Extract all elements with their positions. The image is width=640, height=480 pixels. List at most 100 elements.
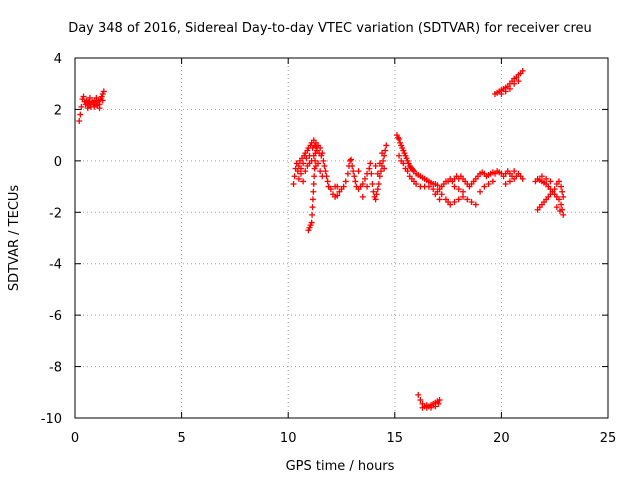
y-tick-label: -8 (49, 361, 62, 376)
data-point (543, 175, 550, 182)
data-point (364, 183, 371, 190)
data-point (447, 201, 454, 208)
data-point (559, 188, 566, 195)
y-tick-label: 2 (54, 103, 62, 118)
data-point (396, 136, 403, 142)
data-point (367, 160, 374, 167)
data-point (319, 150, 326, 157)
data-point (77, 111, 84, 118)
data-point (368, 170, 375, 177)
data-point (300, 160, 307, 167)
data-point (374, 170, 381, 177)
data-point (312, 157, 319, 164)
data-point (560, 193, 567, 200)
data-point (96, 105, 103, 112)
data-point (93, 94, 100, 101)
data-point (332, 183, 339, 190)
data-point (468, 199, 475, 205)
data-point (506, 178, 513, 185)
data-point (438, 191, 445, 198)
data-point (373, 191, 380, 198)
data-point (375, 181, 382, 187)
data-point (460, 188, 467, 195)
data-point (309, 211, 316, 218)
data-point (366, 165, 373, 172)
data-point (519, 67, 526, 74)
x-tick-label: 20 (493, 431, 510, 446)
data-point (404, 168, 411, 175)
data-point (547, 178, 554, 185)
data-point (477, 188, 484, 195)
data-point (432, 191, 439, 198)
data-point (498, 91, 505, 97)
tick-marks (74, 57, 609, 419)
x-tick-label: 10 (280, 431, 297, 446)
data-point (290, 181, 297, 187)
data-point (355, 168, 362, 175)
x-tick-label: 25 (600, 431, 617, 446)
data-point (423, 402, 430, 409)
data-point (455, 186, 462, 193)
data-point (344, 170, 351, 177)
data-point (359, 181, 366, 187)
data-point (379, 150, 386, 157)
data-point (320, 157, 327, 164)
data-point (555, 178, 562, 185)
data-point (428, 404, 435, 411)
y-tick-label: -4 (49, 258, 62, 273)
data-point (317, 168, 324, 175)
data-point (511, 168, 518, 175)
data-point (309, 204, 316, 211)
x-tick-label: 5 (177, 431, 185, 446)
data-point (308, 219, 315, 226)
data-point (91, 103, 98, 110)
data-point (455, 196, 462, 203)
data-point (327, 186, 334, 193)
data-point (370, 188, 377, 195)
data-point (342, 178, 349, 185)
data-point (84, 105, 91, 112)
data-point (383, 142, 390, 149)
data-point (340, 183, 347, 190)
y-tick-label: -6 (49, 309, 62, 324)
data-point (425, 183, 432, 190)
data-point (557, 208, 564, 214)
data-point (372, 163, 379, 169)
data-point (302, 168, 309, 175)
data-point (417, 397, 424, 403)
data-point (295, 175, 302, 182)
data-point (361, 175, 368, 182)
data-point (451, 183, 458, 190)
data-point (309, 196, 316, 203)
data-point (551, 186, 558, 193)
data-point (435, 400, 442, 407)
data-point (369, 181, 376, 187)
data-point (297, 165, 304, 172)
data-point (553, 204, 560, 211)
data-point (297, 170, 304, 177)
data-point (430, 186, 437, 193)
data-point (380, 157, 387, 164)
data-point (436, 397, 443, 403)
data-point (347, 157, 354, 164)
x-axis-label: GPS time / hours (286, 459, 395, 474)
data-point (317, 145, 324, 151)
y-axis-label: SDTVAR / TECUs (7, 185, 22, 292)
data-point (372, 196, 379, 203)
data-point (312, 150, 319, 157)
data-point (409, 166, 416, 173)
data-point (436, 196, 443, 203)
data-point (99, 97, 106, 104)
data-point (413, 181, 420, 187)
data-point (311, 173, 318, 180)
data-point (381, 165, 388, 172)
data-point (377, 168, 384, 175)
data-point (310, 181, 317, 187)
data-point (394, 134, 401, 141)
grid (75, 58, 608, 418)
data-point (376, 160, 383, 167)
data-point (312, 143, 319, 150)
data-point (100, 88, 107, 95)
